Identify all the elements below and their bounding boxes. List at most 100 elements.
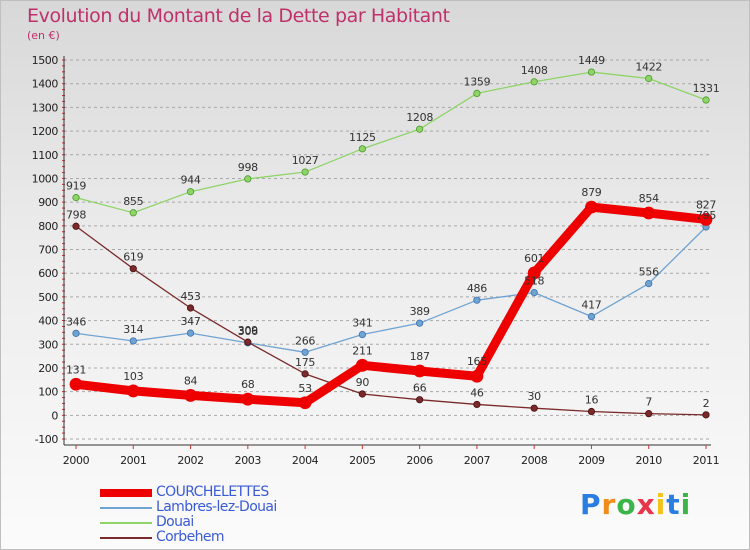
legend-swatch — [100, 522, 152, 524]
data-label: 84 — [184, 374, 198, 387]
y-tick-label: 1300 — [32, 101, 59, 114]
y-tick-label: 200 — [38, 362, 58, 375]
y-tick-label: 900 — [38, 196, 58, 209]
data-label: 53 — [298, 382, 312, 395]
data-label: 103 — [123, 370, 143, 383]
x-tick-label: 2000 — [63, 454, 90, 467]
y-tick-label: 1100 — [32, 149, 59, 162]
data-label: 341 — [352, 317, 372, 330]
x-tick-label: 2003 — [235, 454, 262, 467]
logo-letter: t — [666, 488, 681, 521]
data-point — [186, 304, 195, 312]
data-point — [129, 209, 137, 217]
y-tick-label: 700 — [38, 244, 58, 257]
data-point — [585, 200, 598, 214]
x-tick-label: 2002 — [177, 454, 203, 467]
series-line — [75, 226, 707, 353]
data-point — [413, 364, 427, 378]
data-point — [72, 329, 80, 337]
data-point — [642, 206, 656, 220]
data-point — [470, 369, 484, 383]
legend-swatch — [100, 537, 152, 539]
data-point — [72, 222, 80, 230]
data-point — [473, 89, 481, 97]
data-label: 68 — [241, 378, 255, 391]
y-tick-label: 0 — [51, 409, 58, 422]
data-point — [645, 74, 653, 83]
data-point — [184, 389, 197, 402]
data-label: 306 — [238, 325, 258, 338]
data-point — [416, 396, 424, 404]
data-label: 879 — [581, 186, 601, 199]
data-label: 601 — [524, 252, 544, 265]
data-label: 998 — [238, 161, 258, 174]
logo-letter: x — [636, 488, 656, 521]
chart-unit: (en €) — [27, 29, 60, 42]
data-label: 919 — [66, 180, 86, 193]
data-label: 7 — [645, 396, 652, 409]
x-tick-label: 2008 — [521, 454, 548, 467]
legend-label: Lambres-lez-Douai — [156, 499, 277, 515]
data-point — [129, 337, 137, 345]
data-label: 795 — [696, 209, 716, 222]
data-label: 417 — [581, 299, 601, 312]
logo-letter: P — [580, 488, 602, 521]
data-label: 798 — [66, 208, 86, 221]
data-label: 346 — [66, 315, 86, 328]
data-point — [587, 407, 596, 416]
legend-label: Corbehem — [156, 529, 225, 545]
legend-swatch — [100, 489, 152, 497]
x-tick-label: 2010 — [636, 454, 663, 467]
data-point — [186, 188, 195, 196]
data-label: 486 — [467, 282, 487, 295]
data-point — [301, 348, 309, 356]
data-point — [129, 265, 137, 273]
data-label: 165 — [467, 355, 487, 368]
y-tick-label: 1200 — [32, 125, 59, 138]
data-label: 827 — [696, 198, 716, 211]
data-point — [473, 400, 481, 409]
data-point — [126, 384, 140, 398]
logo-letter: i — [655, 488, 667, 521]
legend-item: Douai — [100, 515, 400, 530]
x-tick-label: 2011 — [693, 454, 719, 467]
y-tick-label: 400 — [38, 315, 58, 328]
data-point — [244, 338, 252, 346]
data-label: 2 — [703, 397, 710, 410]
data-label: 1208 — [406, 111, 433, 124]
y-tick-label: 1400 — [32, 78, 59, 91]
data-label: 347 — [180, 315, 200, 328]
data-point — [587, 68, 596, 76]
series-line — [75, 71, 707, 214]
x-tick-label: 2005 — [349, 454, 376, 467]
legend-item: COURCHELETTES — [100, 485, 400, 500]
data-point — [530, 78, 538, 86]
data-point — [530, 289, 538, 297]
data-label: 619 — [123, 251, 143, 264]
y-tick-label: 300 — [38, 338, 58, 351]
data-label: 187 — [410, 350, 430, 363]
data-point — [416, 125, 424, 133]
y-tick-label: 800 — [38, 220, 58, 233]
data-label: 1331 — [693, 82, 720, 95]
data-point — [530, 404, 538, 412]
data-point — [587, 312, 596, 321]
data-label: 453 — [180, 290, 200, 303]
data-label: 211 — [352, 344, 372, 357]
data-point — [702, 96, 710, 104]
data-label: 309 — [238, 324, 258, 337]
data-point — [355, 358, 369, 372]
data-point — [186, 329, 195, 337]
data-point — [358, 330, 366, 339]
data-point — [244, 175, 252, 183]
data-label: 854 — [639, 192, 659, 205]
data-label: 944 — [180, 174, 200, 187]
data-point — [301, 168, 309, 176]
data-label: 175 — [295, 356, 315, 369]
data-point — [298, 396, 312, 410]
x-tick-label: 2004 — [292, 454, 319, 467]
x-tick-label: 2001 — [120, 454, 146, 467]
data-point — [358, 390, 366, 398]
